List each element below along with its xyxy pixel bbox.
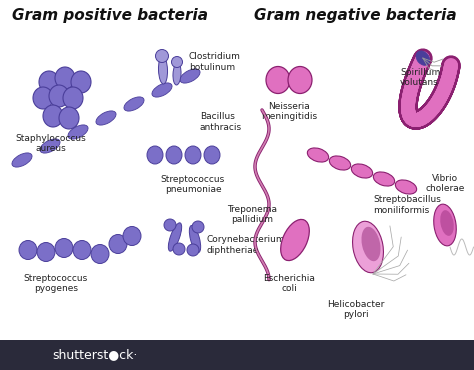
Ellipse shape xyxy=(59,107,79,129)
Ellipse shape xyxy=(147,146,163,164)
Ellipse shape xyxy=(39,71,59,93)
Ellipse shape xyxy=(96,111,116,125)
Text: Gram negative bacteria: Gram negative bacteria xyxy=(254,8,456,23)
Ellipse shape xyxy=(353,221,383,273)
Ellipse shape xyxy=(123,226,141,246)
Text: Vibrio
cholerae: Vibrio cholerae xyxy=(425,174,465,193)
Ellipse shape xyxy=(307,148,328,162)
Text: Corynebacterium
diphtheriae: Corynebacterium diphtheriae xyxy=(207,235,286,255)
Ellipse shape xyxy=(37,242,55,262)
Ellipse shape xyxy=(91,245,109,263)
Text: Spirillum
volutans: Spirillum volutans xyxy=(400,68,440,87)
Text: Clostridium
botulinum: Clostridium botulinum xyxy=(189,52,241,72)
Ellipse shape xyxy=(109,235,127,253)
Ellipse shape xyxy=(362,227,381,261)
Ellipse shape xyxy=(288,67,312,94)
Ellipse shape xyxy=(55,239,73,258)
Bar xyxy=(0,340,474,370)
Ellipse shape xyxy=(164,219,176,231)
Ellipse shape xyxy=(204,146,220,164)
Ellipse shape xyxy=(33,87,53,109)
Ellipse shape xyxy=(185,146,201,164)
Ellipse shape xyxy=(351,164,373,178)
Text: Bacillus
anthracis: Bacillus anthracis xyxy=(200,112,242,132)
Ellipse shape xyxy=(329,156,351,170)
Ellipse shape xyxy=(416,51,430,65)
Ellipse shape xyxy=(43,105,63,127)
Text: shutterst●ck·: shutterst●ck· xyxy=(52,349,137,361)
Text: Streptococcus
pyogenes: Streptococcus pyogenes xyxy=(24,274,88,293)
Ellipse shape xyxy=(173,243,185,255)
Ellipse shape xyxy=(49,85,69,107)
Text: Streptobacillus
moniliformis: Streptobacillus moniliformis xyxy=(373,195,441,215)
Ellipse shape xyxy=(152,83,172,97)
Ellipse shape xyxy=(168,223,182,251)
Ellipse shape xyxy=(63,87,83,109)
Ellipse shape xyxy=(68,125,88,139)
Ellipse shape xyxy=(189,225,201,253)
Ellipse shape xyxy=(71,71,91,93)
Text: Staphylococcus
aureus: Staphylococcus aureus xyxy=(16,134,86,154)
Ellipse shape xyxy=(187,244,199,256)
Ellipse shape xyxy=(124,97,144,111)
Ellipse shape xyxy=(281,219,310,260)
Ellipse shape xyxy=(266,67,290,94)
Text: Streptococcus
pneumoniae: Streptococcus pneumoniae xyxy=(161,175,225,194)
Ellipse shape xyxy=(19,240,37,259)
Ellipse shape xyxy=(40,139,60,153)
Ellipse shape xyxy=(172,57,182,67)
Ellipse shape xyxy=(395,180,417,194)
Ellipse shape xyxy=(440,210,454,236)
Ellipse shape xyxy=(434,204,456,246)
Ellipse shape xyxy=(374,172,395,186)
Ellipse shape xyxy=(158,56,167,84)
Text: Escherichia
coli: Escherichia coli xyxy=(263,274,315,293)
Text: Treponema
pallidium: Treponema pallidium xyxy=(227,205,277,224)
Ellipse shape xyxy=(73,240,91,259)
Ellipse shape xyxy=(173,63,181,85)
Ellipse shape xyxy=(166,146,182,164)
Ellipse shape xyxy=(192,221,204,233)
Ellipse shape xyxy=(55,67,75,89)
Text: Neisseria
meningitidis: Neisseria meningitidis xyxy=(261,102,317,121)
Ellipse shape xyxy=(12,153,32,167)
Ellipse shape xyxy=(180,69,200,83)
Text: Helicobacter
pylori: Helicobacter pylori xyxy=(328,300,385,319)
Ellipse shape xyxy=(155,50,168,63)
Text: Gram positive bacteria: Gram positive bacteria xyxy=(12,8,208,23)
